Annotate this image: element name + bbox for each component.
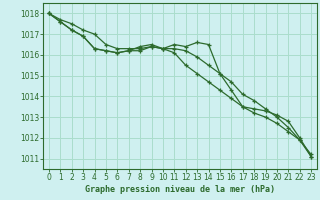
X-axis label: Graphe pression niveau de la mer (hPa): Graphe pression niveau de la mer (hPa) (85, 185, 275, 194)
